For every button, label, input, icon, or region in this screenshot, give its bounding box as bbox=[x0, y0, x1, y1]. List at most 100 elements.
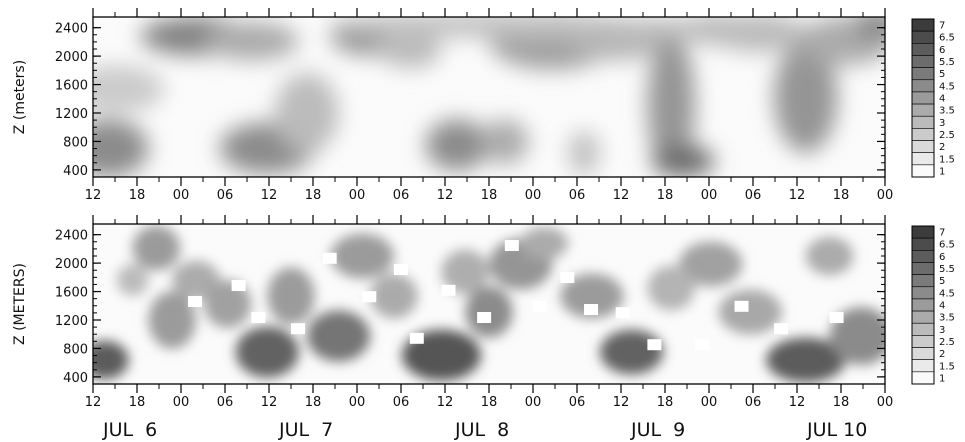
y-tick-label: 800 bbox=[63, 135, 88, 150]
x-tick-label: 06 bbox=[217, 188, 234, 203]
colorbar-label: 5 bbox=[939, 69, 945, 80]
missing-data-patch bbox=[647, 339, 662, 351]
x-tick-label: 00 bbox=[877, 188, 894, 203]
x-tick-label: 12 bbox=[261, 395, 278, 410]
contour-blob bbox=[172, 260, 220, 300]
colorbar-label: 7 bbox=[939, 21, 945, 32]
x-tick-label: 06 bbox=[393, 395, 410, 410]
missing-data-patch bbox=[441, 284, 456, 296]
colorbar-swatch bbox=[911, 152, 935, 166]
colorbar-swatch bbox=[911, 67, 935, 81]
colorbar-label: 4.5 bbox=[939, 288, 955, 299]
x-tick-label: 00 bbox=[525, 188, 542, 203]
contour-blob bbox=[116, 264, 149, 296]
contour-blob bbox=[275, 73, 339, 153]
contour-blob bbox=[481, 119, 529, 165]
colorbar-swatch bbox=[911, 322, 935, 336]
y-tick-label: 2400 bbox=[55, 229, 88, 244]
x-tick-label: 18 bbox=[833, 188, 850, 203]
colorbar-swatch bbox=[911, 103, 935, 117]
missing-data-patch bbox=[393, 264, 408, 275]
colorbar-swatch bbox=[911, 371, 935, 385]
x-tick-label: 06 bbox=[569, 395, 586, 410]
contour-field bbox=[93, 224, 885, 384]
contour-blob bbox=[203, 21, 299, 61]
colorbar-swatch bbox=[911, 237, 935, 251]
missing-data-patch bbox=[532, 300, 547, 312]
contour-blob bbox=[805, 236, 854, 276]
x-tick-label: 00 bbox=[877, 395, 894, 410]
missing-data-patch bbox=[694, 339, 709, 351]
contour-blob bbox=[330, 233, 394, 279]
colorbar-label: 1.5 bbox=[939, 154, 955, 165]
contour-blob bbox=[766, 337, 846, 383]
colorbar-swatch bbox=[911, 55, 935, 68]
missing-data-patch bbox=[251, 312, 266, 323]
colorbar-label: 6 bbox=[939, 45, 945, 56]
y-tick-label: 2000 bbox=[55, 257, 88, 272]
colorbar-label: 3.5 bbox=[939, 106, 955, 117]
contour-blob bbox=[599, 329, 664, 375]
colorbar-swatch bbox=[911, 335, 935, 348]
date-label: JUL 7 bbox=[278, 419, 333, 441]
colorbar-label: 1 bbox=[939, 373, 945, 384]
x-tick-label: 06 bbox=[393, 188, 410, 203]
x-tick-label: 06 bbox=[569, 188, 586, 203]
x-tick-label: 18 bbox=[481, 188, 498, 203]
colorbar-label: 2.5 bbox=[939, 130, 955, 141]
colorbar-label: 4 bbox=[939, 301, 945, 312]
y-tick-label: 400 bbox=[63, 164, 88, 179]
missing-data-patch bbox=[774, 323, 789, 335]
date-label: JUL 10 bbox=[806, 419, 867, 441]
missing-data-patch bbox=[615, 307, 630, 319]
contour-blob bbox=[647, 33, 695, 177]
date-label: JUL 8 bbox=[454, 419, 509, 441]
colorbar-label: 6 bbox=[939, 252, 945, 263]
colorbar-label: 5.5 bbox=[939, 57, 955, 68]
contour-blob bbox=[774, 41, 838, 153]
colorbar-label: 3.5 bbox=[939, 313, 955, 324]
y-tick-label: 2000 bbox=[55, 50, 88, 65]
x-tick-label: 06 bbox=[745, 395, 762, 410]
y-tick-label: 1200 bbox=[55, 314, 88, 329]
x-tick-label: 00 bbox=[525, 395, 542, 410]
contour-blob bbox=[93, 65, 165, 113]
contour-blob bbox=[132, 225, 181, 271]
colorbar-swatch bbox=[911, 310, 935, 324]
y-tick-label: 1200 bbox=[55, 107, 88, 122]
colorbar-label: 2 bbox=[939, 349, 945, 360]
x-tick-label: 00 bbox=[349, 188, 366, 203]
contour-blob bbox=[267, 267, 315, 325]
contour-blob bbox=[425, 119, 489, 171]
x-tick-label: 00 bbox=[701, 395, 718, 410]
colorbar-label: 6.5 bbox=[939, 240, 955, 251]
date-label: JUL 9 bbox=[630, 419, 685, 441]
x-tick-label: 00 bbox=[701, 188, 718, 203]
contour-blob bbox=[568, 130, 600, 176]
missing-data-patch bbox=[504, 240, 519, 251]
x-tick-label: 12 bbox=[437, 188, 454, 203]
contour-blob bbox=[370, 273, 418, 319]
colorbar-swatch bbox=[911, 140, 935, 153]
missing-data-patch bbox=[584, 304, 599, 315]
missing-data-patch bbox=[188, 296, 203, 307]
x-tick-label: 00 bbox=[173, 188, 190, 203]
colorbar-frame bbox=[911, 225, 935, 385]
colorbar-label: 3 bbox=[939, 325, 945, 336]
contour-blob bbox=[148, 291, 196, 349]
colorbar-swatch bbox=[911, 225, 935, 239]
colorbar-label: 6.5 bbox=[939, 33, 955, 44]
x-tick-label: 12 bbox=[85, 188, 102, 203]
x-tick-label: 12 bbox=[437, 395, 454, 410]
contour-blob bbox=[378, 29, 442, 69]
colorbar-label: 3 bbox=[939, 118, 945, 129]
colorbar-label: 4 bbox=[939, 94, 945, 105]
contour-blob bbox=[568, 18, 727, 41]
missing-data-patch bbox=[291, 323, 305, 335]
missing-data-patch bbox=[231, 280, 246, 291]
missing-data-patch bbox=[477, 312, 492, 323]
x-tick-label: 12 bbox=[85, 395, 102, 410]
colorbar-label: 1.5 bbox=[939, 361, 955, 372]
